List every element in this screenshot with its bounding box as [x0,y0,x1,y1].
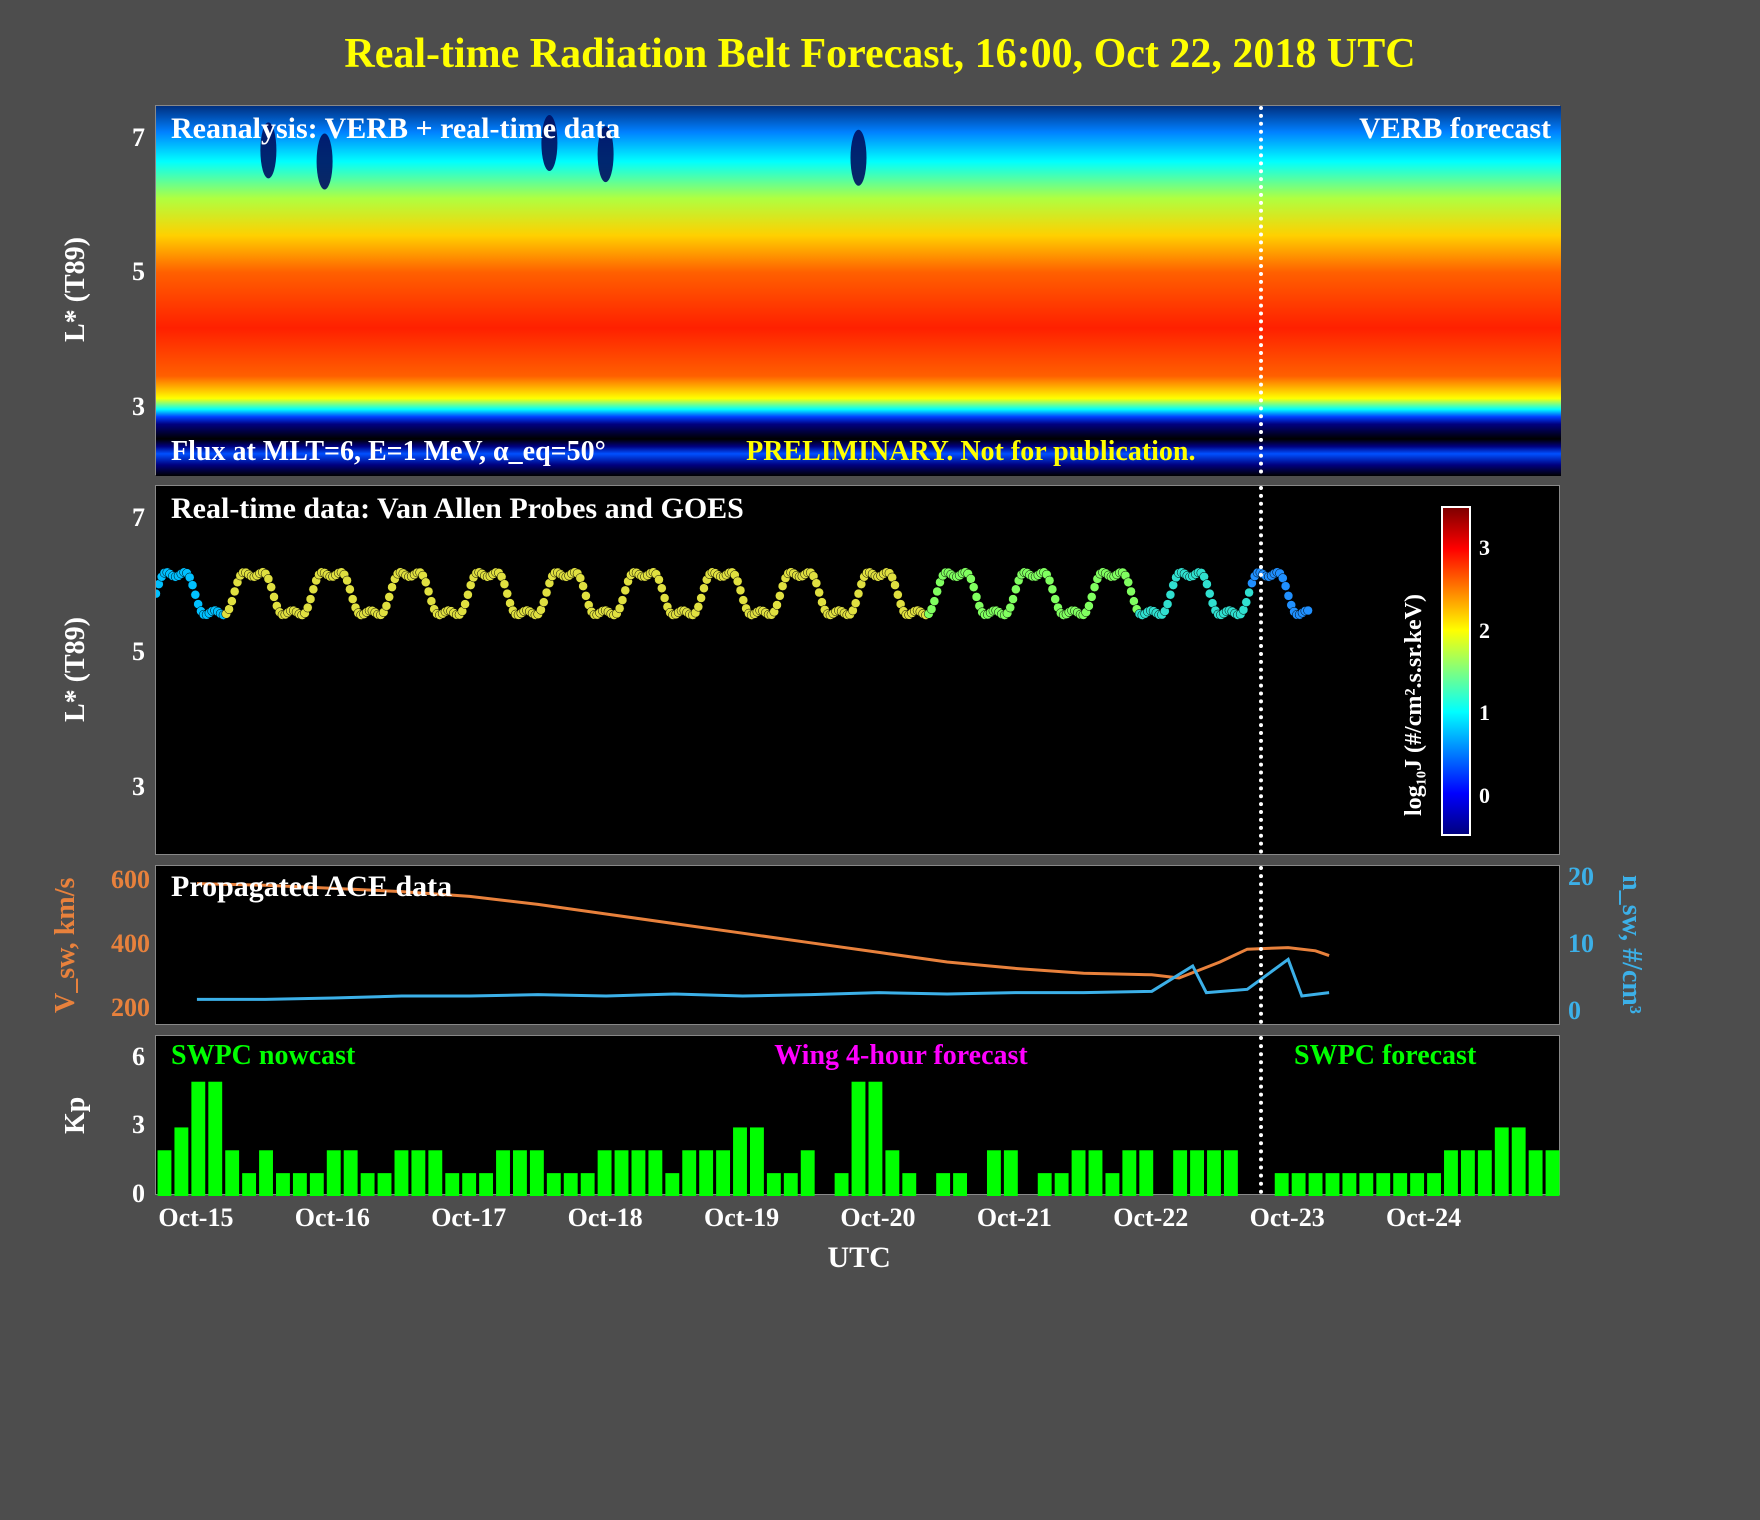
panel1-label-left: Reanalysis: VERB + real-time data [171,112,620,146]
panel4-ylabel: Kp [60,1090,92,1140]
panel-realtime-data: Real-time data: Van Allen Probes and GOE… [155,485,1560,855]
heatmap [156,106,1561,476]
panel4-label-forecast: SWPC forecast [1294,1040,1476,1072]
panel-ace-data: Propagated ACE data [155,865,1560,1025]
xtick: Oct-17 [419,1203,519,1233]
panel2-ylabel: L* (T89) [60,610,92,730]
colorbar-tick: 1 [1479,700,1490,726]
panel3-label: Propagated ACE data [171,870,452,904]
panel1-ytick: 3 [105,392,145,422]
xtick: Oct-18 [555,1203,655,1233]
colorbar [1441,506,1471,836]
colorbar-label: log₁₀J (#/cm².s.sr.keV) [1401,526,1428,816]
panel4-ytick: 6 [105,1042,145,1072]
forecast-divider [1259,106,1263,474]
xtick: Oct-23 [1237,1203,1337,1233]
panel2-label: Real-time data: Van Allen Probes and GOE… [171,492,744,526]
xtick: Oct-15 [146,1203,246,1233]
colorbar-tick: 3 [1479,535,1490,561]
panel1-ylabel: L* (T89) [60,230,92,350]
scatter-track [156,486,1561,856]
xtick: Oct-21 [964,1203,1064,1233]
forecast-divider [1259,486,1263,854]
panel3-ytick-left: 200 [95,993,150,1023]
panel2-ytick: 7 [105,503,145,533]
xtick: Oct-19 [692,1203,792,1233]
panel2-ytick: 3 [105,772,145,802]
xtick: Oct-20 [828,1203,928,1233]
panel-kp: SWPC nowcast Wing 4-hour forecast SWPC for… [155,1035,1560,1195]
xtick: Oct-22 [1101,1203,1201,1233]
panel1-preliminary: PRELIMINARY. Not for publication. [746,436,1195,468]
page: Real-time Radiation Belt Forecast, 16:00… [0,0,1760,1520]
panel3-ylabel-left: V_sw, km/s [50,875,82,1015]
panel4-label-wing: Wing 4-hour forecast [774,1040,1028,1072]
colorbar-tick: 0 [1479,783,1490,809]
xtick: Oct-24 [1374,1203,1474,1233]
colorbar-tick: 2 [1479,618,1490,644]
page-title: Real-time Radiation Belt Forecast, 16:00… [0,30,1760,78]
panel1-ytick: 7 [105,123,145,153]
panel1-label-right: VERB forecast [1301,112,1551,146]
panel1-flux-spec: Flux at MLT=6, E=1 MeV, α_eq=50° [171,436,606,468]
xtick: Oct-16 [282,1203,382,1233]
panel3-ytick-left: 400 [95,929,150,959]
xlabel: UTC [828,1241,891,1275]
panel3-ytick-left: 600 [95,865,150,895]
panel4-ytick: 0 [105,1179,145,1209]
panel1-ytick: 5 [105,257,145,287]
panel4-ytick: 3 [105,1110,145,1140]
panel3-ylabel-right: n_sw, #/cm³ [1615,870,1647,1020]
panel2-ytick: 5 [105,637,145,667]
forecast-divider [1259,866,1263,1024]
panel4-label-nowcast: SWPC nowcast [171,1040,355,1072]
panel-reanalysis: Reanalysis: VERB + real-time data VERB fo… [155,105,1560,475]
forecast-divider [1259,1036,1263,1194]
